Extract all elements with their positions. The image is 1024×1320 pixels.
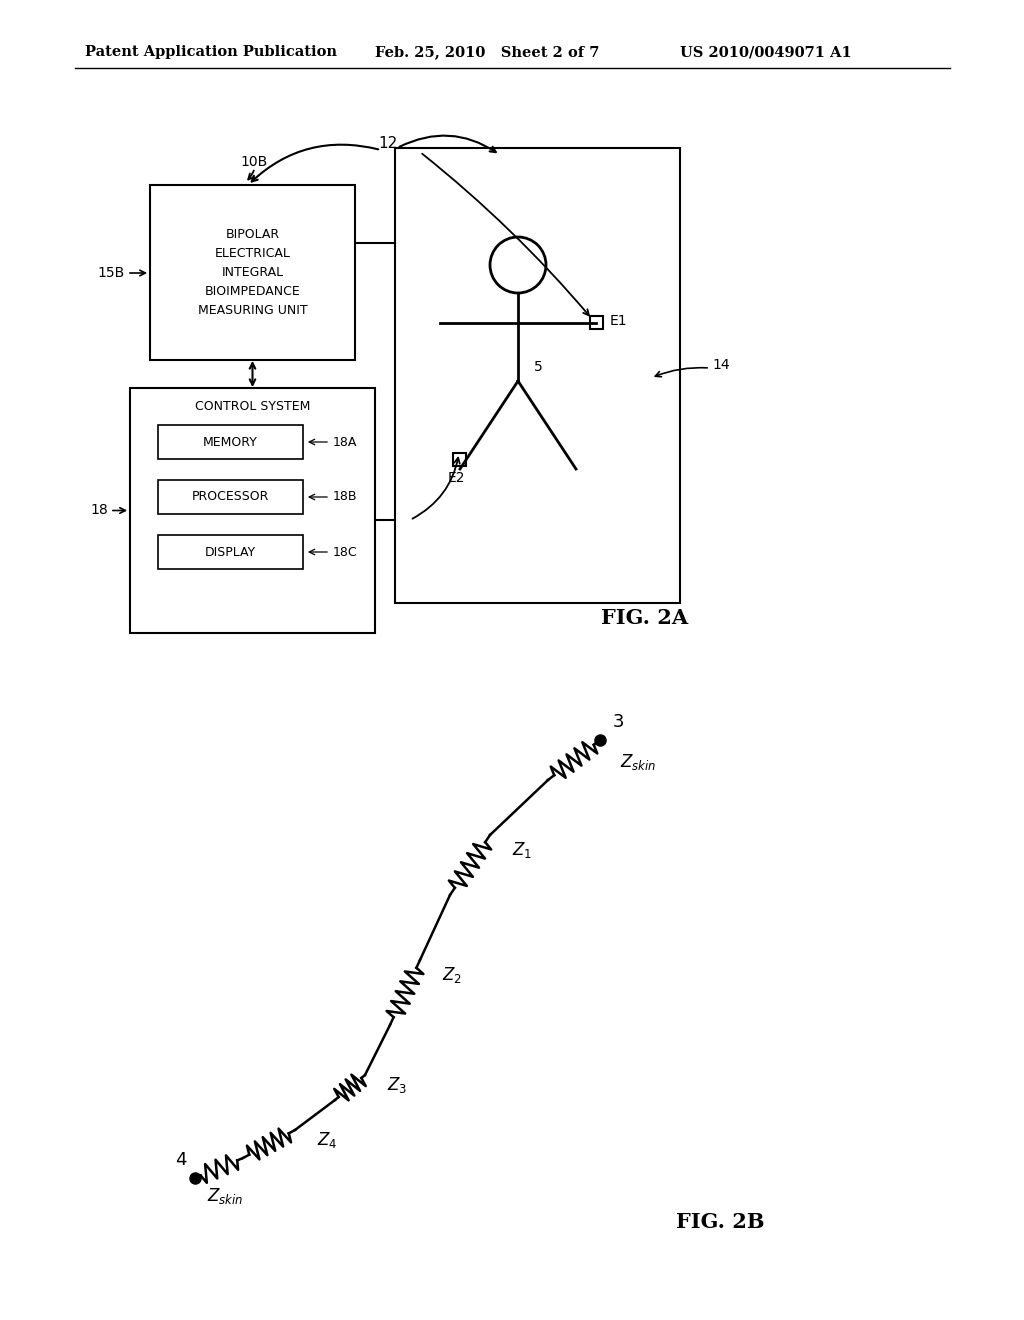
Bar (158, 425, 303, 459)
Text: DISPLAY: DISPLAY (205, 545, 256, 558)
Text: 10B: 10B (240, 154, 267, 169)
Text: $Z_2$: $Z_2$ (442, 965, 462, 985)
Text: FIG. 2B: FIG. 2B (676, 1212, 764, 1232)
Text: FIG. 2A: FIG. 2A (601, 609, 688, 628)
Bar (395, 148, 680, 603)
Text: BIPOLAR
ELECTRICAL
INTEGRAL
BIOIMPEDANCE
MEASURING UNIT: BIPOLAR ELECTRICAL INTEGRAL BIOIMPEDANCE… (198, 228, 307, 317)
Text: E1: E1 (610, 314, 628, 327)
Text: PROCESSOR: PROCESSOR (191, 491, 269, 503)
Text: Feb. 25, 2010   Sheet 2 of 7: Feb. 25, 2010 Sheet 2 of 7 (375, 45, 599, 59)
Text: US 2010/0049071 A1: US 2010/0049071 A1 (680, 45, 852, 59)
Text: 18B: 18B (333, 491, 357, 503)
Text: 5: 5 (534, 360, 543, 374)
Bar (150, 185, 355, 360)
Bar (453, 453, 466, 466)
Text: $Z_3$: $Z_3$ (387, 1074, 408, 1096)
Text: $Z_4$: $Z_4$ (317, 1130, 338, 1150)
Text: 18: 18 (90, 503, 108, 517)
Bar (590, 315, 603, 329)
Text: 14: 14 (712, 358, 730, 372)
Text: $Z_1$: $Z_1$ (512, 840, 532, 861)
Text: Patent Application Publication: Patent Application Publication (85, 45, 337, 59)
Bar (130, 388, 375, 634)
Bar (158, 480, 303, 513)
Bar (158, 535, 303, 569)
Text: 3: 3 (612, 713, 624, 731)
Text: 18C: 18C (333, 545, 357, 558)
Text: MEMORY: MEMORY (203, 436, 258, 449)
Text: 12: 12 (379, 136, 397, 150)
Text: 4: 4 (175, 1151, 187, 1170)
Text: E2: E2 (447, 471, 465, 484)
Text: 15B: 15B (97, 267, 125, 280)
Text: 18A: 18A (333, 436, 357, 449)
Text: CONTROL SYSTEM: CONTROL SYSTEM (195, 400, 310, 412)
Text: $Z_{skin}$: $Z_{skin}$ (207, 1185, 244, 1206)
Text: $Z_{skin}$: $Z_{skin}$ (620, 752, 656, 772)
